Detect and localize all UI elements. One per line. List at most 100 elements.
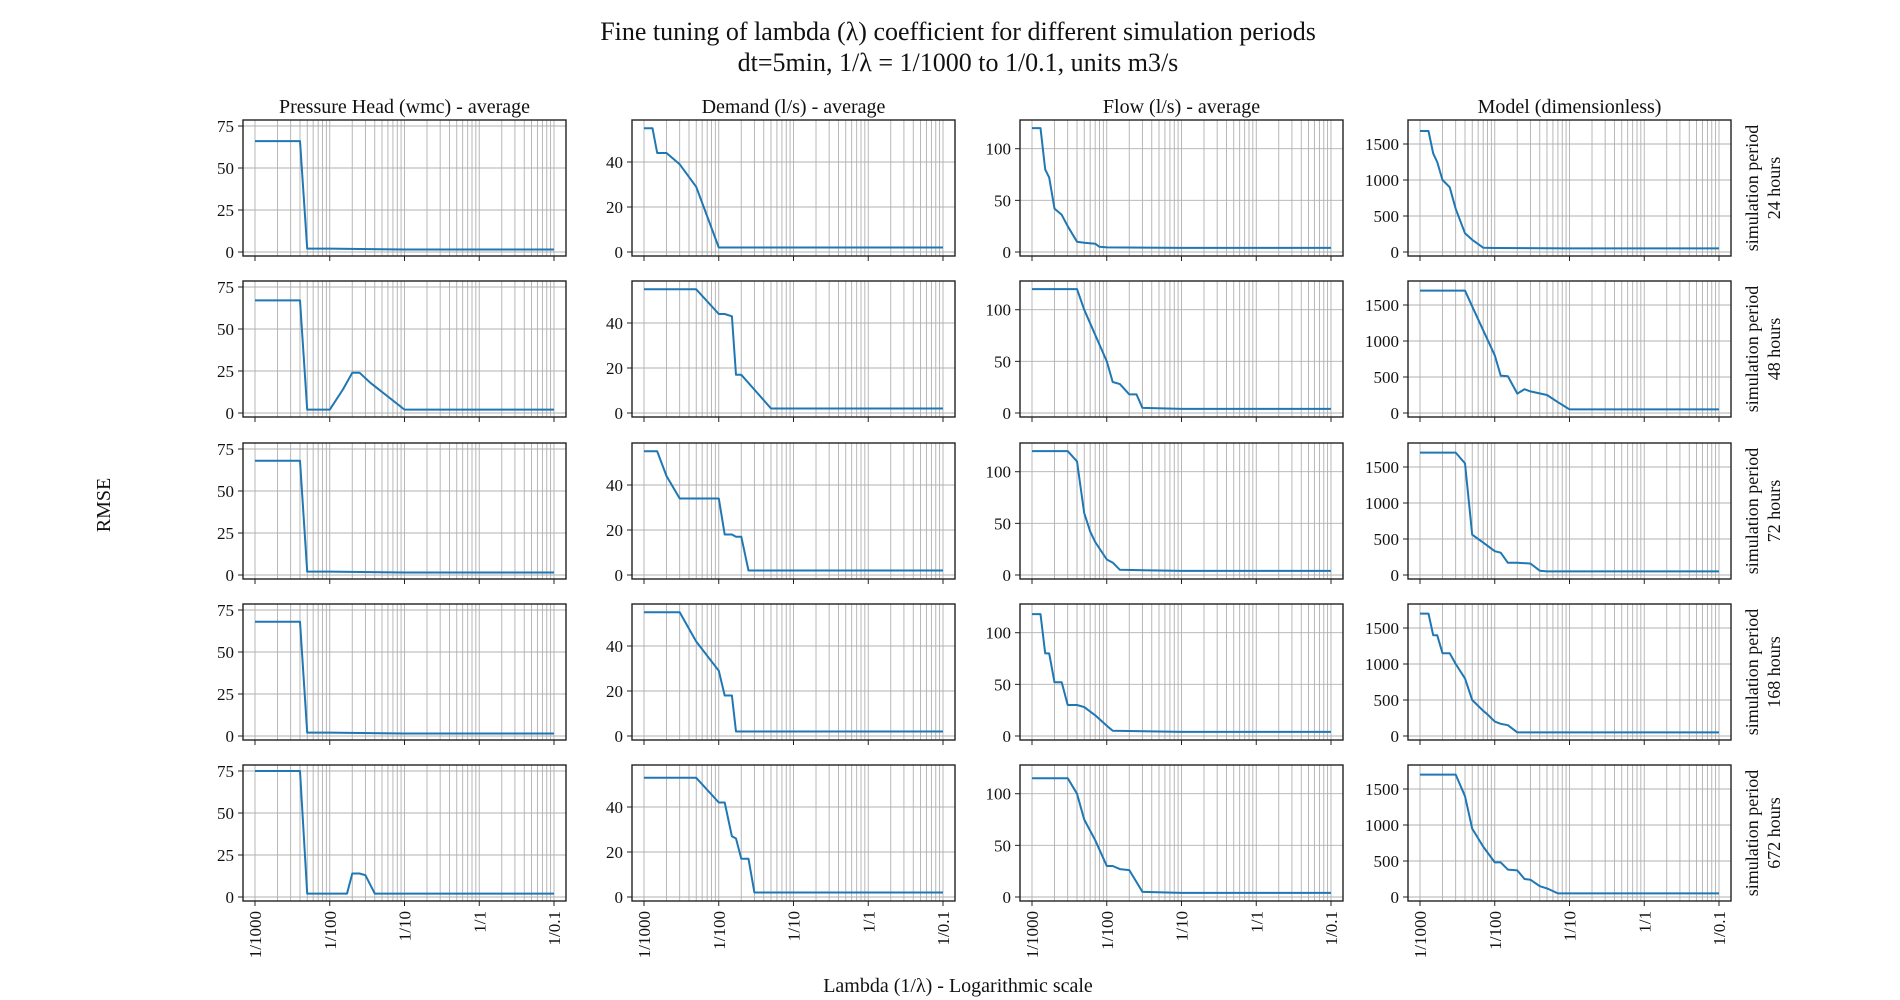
y-tick-label: 50: [994, 675, 1011, 694]
rmse-series-line: [1420, 612, 1719, 734]
subplot-panel: 0 20 40: [606, 280, 956, 423]
y-tick-label: 1000: [1365, 332, 1399, 351]
y-tick-label: 0: [615, 404, 624, 423]
y-tick-label: 1000: [1365, 171, 1399, 190]
column-title: Model (dimensionless): [1478, 96, 1662, 118]
row-label-period: 24 hours: [1764, 157, 1784, 220]
y-tick-label: 40: [606, 637, 623, 656]
y-tick-label: 0: [226, 404, 235, 423]
y-tick-label: 100: [986, 301, 1012, 320]
x-tick-label: 1/1000: [1411, 911, 1430, 958]
x-tick-label: 1/100: [1098, 911, 1117, 950]
y-tick-label: 0: [1391, 888, 1400, 907]
y-tick-label: 0: [615, 888, 624, 907]
x-tick-label: 1/1: [859, 911, 878, 933]
subplot-panel: 0 50 100: [986, 280, 1344, 423]
subplot-panel: 0 25 50 75: [217, 440, 567, 585]
y-tick-label: 50: [217, 320, 234, 339]
y-tick-label: 100: [986, 624, 1012, 643]
rmse-series-line: [1032, 127, 1331, 249]
x-tick-label: 1/0.1: [934, 911, 953, 945]
y-tick-label: 50: [994, 514, 1011, 533]
y-tick-label: 20: [606, 682, 623, 701]
y-tick-label: 0: [1391, 404, 1400, 423]
subplot-panel: 0 500 1000 1500: [1365, 119, 1732, 262]
y-tick-label: 50: [217, 804, 234, 823]
y-tick-label: 1000: [1365, 655, 1399, 674]
x-tick-label: 1/1: [1247, 911, 1266, 933]
rmse-series-line: [644, 288, 943, 410]
y-tick-label: 500: [1374, 368, 1400, 387]
row-label: simulation period: [1742, 609, 1762, 735]
y-tick-label: 20: [606, 359, 623, 378]
rmse-series-line: [1032, 288, 1331, 410]
y-tick-label: 25: [217, 685, 234, 704]
subplot-panel: 0 25 50 75: [217, 117, 567, 262]
y-tick-label: 500: [1374, 852, 1400, 871]
y-tick-label: 0: [1391, 243, 1400, 262]
y-tick-label: 20: [606, 198, 623, 217]
subplot-panel: 0 500 1000 1500: [1365, 603, 1732, 746]
y-tick-label: 40: [606, 153, 623, 172]
rmse-series-line: [644, 611, 943, 733]
y-tick-label: 50: [217, 159, 234, 178]
panel-grid: Pressure Head (wmc) - average Demand (l/s…: [217, 96, 1784, 958]
row-label-period: 48 hours: [1764, 318, 1784, 381]
y-tick-label: 100: [986, 785, 1012, 804]
y-tick-label: 0: [1391, 727, 1400, 746]
rmse-series-line: [644, 776, 943, 894]
y-tick-label: 0: [1003, 727, 1012, 746]
column-title: Demand (l/s) - average: [702, 96, 886, 118]
y-tick-label: 0: [1003, 566, 1012, 585]
subplot-panel: 0 500 1000 1500: [1365, 280, 1732, 423]
y-tick-label: 0: [615, 727, 624, 746]
row-label: simulation period: [1742, 770, 1762, 896]
y-tick-label: 1000: [1365, 494, 1399, 513]
row-label: simulation period: [1742, 125, 1762, 251]
y-tick-label: 1500: [1365, 780, 1399, 799]
y-tick-label: 75: [217, 762, 234, 781]
y-tick-label: 0: [226, 243, 235, 262]
x-tick-label: 1/10: [785, 911, 804, 941]
y-tick-label: 500: [1374, 691, 1400, 710]
y-tick-label: 100: [986, 463, 1012, 482]
y-tick-label: 0: [226, 727, 235, 746]
column-title: Flow (l/s) - average: [1103, 96, 1260, 118]
rmse-series-line: [255, 140, 554, 251]
x-axis-label: Lambda (1/λ) - Logarithmic scale: [823, 975, 1093, 997]
x-tick-label: 1/0.1: [545, 911, 564, 945]
y-tick-label: 40: [606, 798, 623, 817]
y-tick-label: 0: [615, 243, 624, 262]
y-tick-label: 500: [1374, 530, 1400, 549]
x-tick-label: 1/0.1: [1322, 911, 1341, 945]
subplot-panel: 0 25 50 75 1/1000 1/100 1/10 1/1 1/0.1: [217, 762, 567, 958]
x-tick-label: 1/1000: [635, 911, 654, 958]
y-tick-label: 50: [217, 643, 234, 662]
x-tick-label: 1/1: [1635, 911, 1654, 933]
y-axis-label: RMSE: [93, 478, 115, 532]
y-tick-label: 50: [217, 482, 234, 501]
y-tick-label: 40: [606, 314, 623, 333]
row-label: simulation period: [1742, 448, 1762, 574]
column-title: Pressure Head (wmc) - average: [279, 96, 530, 118]
y-tick-label: 0: [615, 566, 624, 585]
rmse-series-line: [255, 459, 554, 574]
y-tick-label: 0: [1003, 243, 1012, 262]
rmse-series-line: [255, 770, 554, 895]
y-tick-label: 50: [994, 352, 1011, 371]
figure-subtitle: dt=5min, 1/λ = 1/1000 to 1/0.1, units m3…: [738, 48, 1179, 77]
rmse-series-line: [1032, 777, 1331, 894]
rmse-series-line: [1420, 289, 1719, 411]
y-tick-label: 0: [1003, 888, 1012, 907]
subplot-panel: 0 20 40: [606, 119, 956, 262]
y-tick-label: 20: [606, 843, 623, 862]
subplot-panel: 0 500 1000 1500 1/1000 1/100 1/10 1/1 1/0.1: [1365, 764, 1732, 958]
rmse-series-line: [255, 299, 554, 411]
subplot-panel: 0 500 1000 1500: [1365, 442, 1732, 585]
subplot-panel: 0 20 40 1/1000 1/100 1/10 1/1 1/0.1: [606, 764, 956, 958]
y-tick-label: 25: [217, 524, 234, 543]
y-tick-label: 100: [986, 140, 1012, 159]
row-label-period: 72 hours: [1764, 480, 1784, 543]
y-tick-label: 25: [217, 201, 234, 220]
subplot-panel: 0 50 100 1/1000 1/100 1/10 1/1 1/0.1: [986, 764, 1344, 958]
